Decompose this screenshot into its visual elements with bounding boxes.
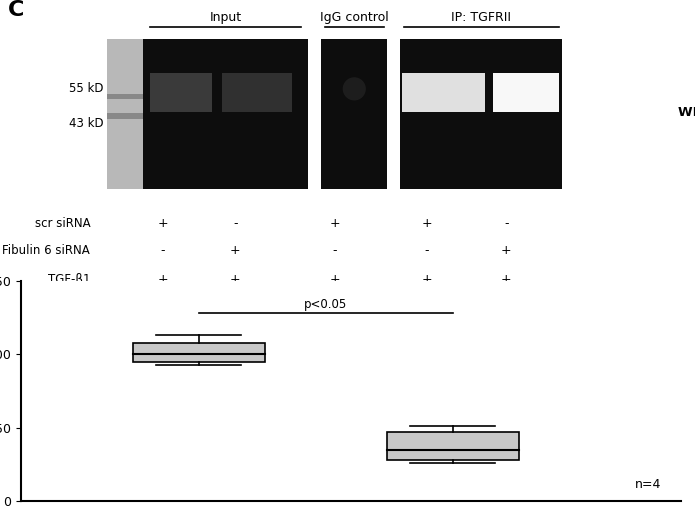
Bar <box>222 73 292 112</box>
Text: +: + <box>501 245 512 257</box>
Text: scr siRNA: scr siRNA <box>35 218 90 231</box>
Bar <box>133 343 265 362</box>
Text: -: - <box>425 245 429 257</box>
Ellipse shape <box>343 77 366 100</box>
Text: IgG control: IgG control <box>320 11 389 24</box>
Text: IP: TGFRII: IP: TGFRII <box>451 11 512 24</box>
Bar <box>321 39 387 189</box>
Text: 55 kD: 55 kD <box>69 82 104 95</box>
Text: n=4: n=4 <box>635 478 661 491</box>
Text: +: + <box>329 218 340 231</box>
Text: 43 kD: 43 kD <box>69 117 104 130</box>
Text: WB: TGFRI: WB: TGFRI <box>678 105 695 118</box>
Text: +: + <box>230 273 240 286</box>
Bar <box>149 73 213 112</box>
Bar <box>402 73 485 112</box>
Text: +: + <box>422 218 432 231</box>
Text: Fibulin 6 siRNA: Fibulin 6 siRNA <box>2 245 90 257</box>
Text: +: + <box>329 273 340 286</box>
Text: +: + <box>158 273 168 286</box>
Text: p<0.05: p<0.05 <box>304 298 348 311</box>
Text: +: + <box>422 273 432 286</box>
Text: -: - <box>161 245 165 257</box>
Text: +: + <box>230 245 240 257</box>
Text: Input: Input <box>209 11 242 24</box>
Text: -: - <box>234 218 238 231</box>
Bar <box>493 73 559 112</box>
Text: +: + <box>501 273 512 286</box>
Text: TGF-β1: TGF-β1 <box>48 273 90 286</box>
Bar <box>107 94 143 99</box>
Bar <box>143 39 308 189</box>
Bar <box>386 432 518 460</box>
Text: -: - <box>332 245 336 257</box>
Bar <box>107 113 143 119</box>
Bar <box>107 39 143 189</box>
Text: +: + <box>158 218 168 231</box>
Text: C: C <box>8 0 24 20</box>
Bar <box>400 39 562 189</box>
Text: -: - <box>504 218 508 231</box>
